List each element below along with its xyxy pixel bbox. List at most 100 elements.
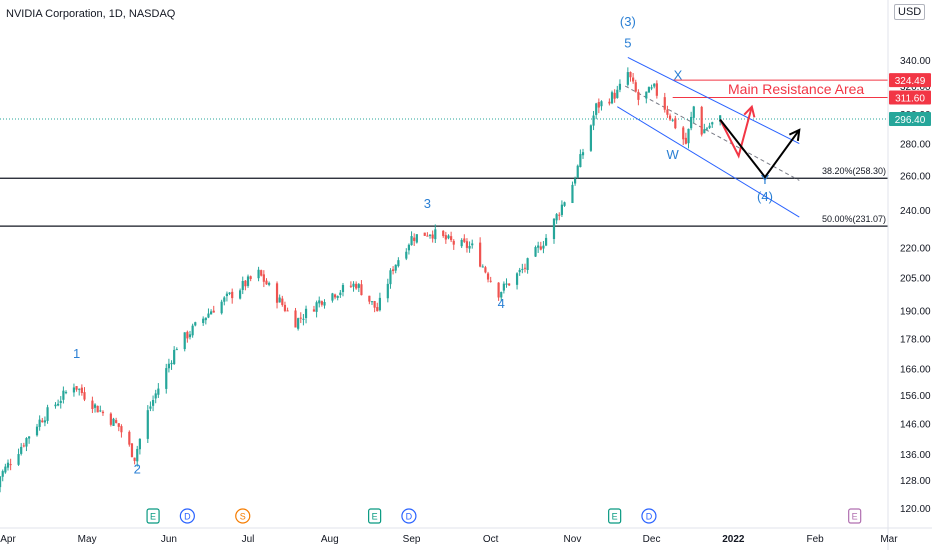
event-label: D — [646, 512, 653, 522]
candle-body — [75, 386, 78, 390]
price-tick-label: 136.00 — [900, 450, 931, 461]
candle-body — [355, 283, 358, 289]
candle-body — [616, 89, 619, 98]
candle-body — [687, 128, 690, 144]
candle-body — [265, 280, 268, 285]
candle-body — [101, 411, 105, 414]
candle-body — [413, 237, 416, 241]
candle-body — [484, 267, 487, 273]
event-label: E — [852, 512, 858, 522]
candle-body — [25, 438, 28, 447]
candle-body — [207, 313, 210, 318]
candle-body — [655, 83, 658, 96]
candle-body — [228, 292, 231, 294]
candle-body — [373, 301, 376, 308]
candle-body — [331, 293, 334, 301]
candle-body — [486, 273, 490, 280]
candle-body — [109, 413, 112, 425]
candle-body — [0, 476, 2, 488]
candle-body — [613, 92, 616, 99]
candle-body — [542, 245, 545, 249]
candle-body — [405, 251, 408, 259]
candle-body — [368, 295, 371, 302]
candle-body — [555, 214, 558, 221]
candle-body — [632, 77, 635, 82]
price-label-box — [889, 90, 931, 105]
candle-body — [378, 297, 382, 311]
candle-body — [35, 426, 39, 436]
candle-body — [595, 103, 598, 115]
candle-body — [188, 334, 192, 338]
candle-body — [394, 264, 397, 271]
candle-body — [391, 269, 395, 272]
price-label-last: 296.40 — [895, 115, 926, 126]
candle-body — [9, 464, 12, 466]
wave-label: (3) — [620, 14, 636, 29]
candle-body — [154, 393, 157, 399]
candle-body — [312, 309, 316, 312]
price-tick-label: 340.00 — [900, 56, 931, 67]
candle-body — [502, 283, 505, 291]
price-tick-label: 260.00 — [900, 171, 931, 182]
candle-body — [57, 403, 60, 406]
candle-body — [225, 293, 229, 297]
time-tick-label: May — [78, 534, 97, 545]
candle-body — [191, 325, 194, 336]
candle-body — [72, 387, 76, 393]
price-tick-label: 166.00 — [900, 364, 931, 375]
wave-label: W — [667, 147, 680, 162]
candle-body — [471, 243, 474, 246]
candle-body — [518, 269, 521, 273]
candle-body — [463, 238, 466, 242]
price-tick-label: 205.00 — [900, 274, 931, 285]
candle-body — [231, 291, 234, 299]
candle-body — [521, 268, 524, 270]
candle-body — [618, 83, 622, 90]
candle-body — [304, 308, 308, 319]
event-label: E — [372, 512, 378, 522]
candle-body — [130, 443, 134, 458]
candle-body — [426, 235, 429, 237]
candle-body — [450, 236, 453, 241]
dividend-icon — [179, 508, 195, 524]
candle-body — [136, 448, 139, 462]
candle-body — [370, 301, 374, 303]
candle-body — [376, 307, 379, 312]
candle-body — [423, 232, 426, 236]
candle-body — [571, 184, 574, 204]
price-label-resistance: 324.49 — [895, 76, 926, 87]
candle-body — [444, 235, 447, 240]
candle-body — [294, 310, 297, 328]
wave-label: X — [674, 67, 683, 82]
candle-body — [668, 115, 672, 120]
candle-body — [563, 202, 566, 206]
candle-body — [428, 234, 432, 236]
candle-body — [407, 244, 411, 251]
price-tick-label: 240.00 — [900, 206, 931, 217]
candle-body — [275, 283, 279, 303]
candle-body — [6, 462, 10, 468]
candle-body — [183, 332, 186, 350]
candle-body — [315, 302, 318, 312]
price-tick-label: 320.00 — [900, 82, 931, 93]
price-label-box — [889, 73, 931, 88]
price-channel — [617, 57, 800, 218]
candle-body — [64, 392, 68, 394]
candle-body — [479, 242, 482, 267]
candle-body — [202, 318, 205, 323]
candle-body — [262, 274, 265, 282]
candle-body — [357, 284, 360, 288]
event-label: D — [184, 512, 191, 522]
time-tick-label: 2022 — [722, 534, 745, 545]
candle-body — [389, 270, 392, 285]
time-tick-label: Feb — [806, 534, 824, 545]
currency-button[interactable]: USD — [894, 4, 926, 20]
candle-body — [434, 229, 437, 240]
candle-body — [653, 83, 656, 87]
candle-body — [249, 276, 252, 279]
candle-body — [117, 423, 120, 427]
candle-body — [170, 362, 173, 365]
chart-title: NVIDIA Corporation, 1D, NASDAQ — [6, 8, 176, 20]
candle-body — [634, 82, 637, 92]
